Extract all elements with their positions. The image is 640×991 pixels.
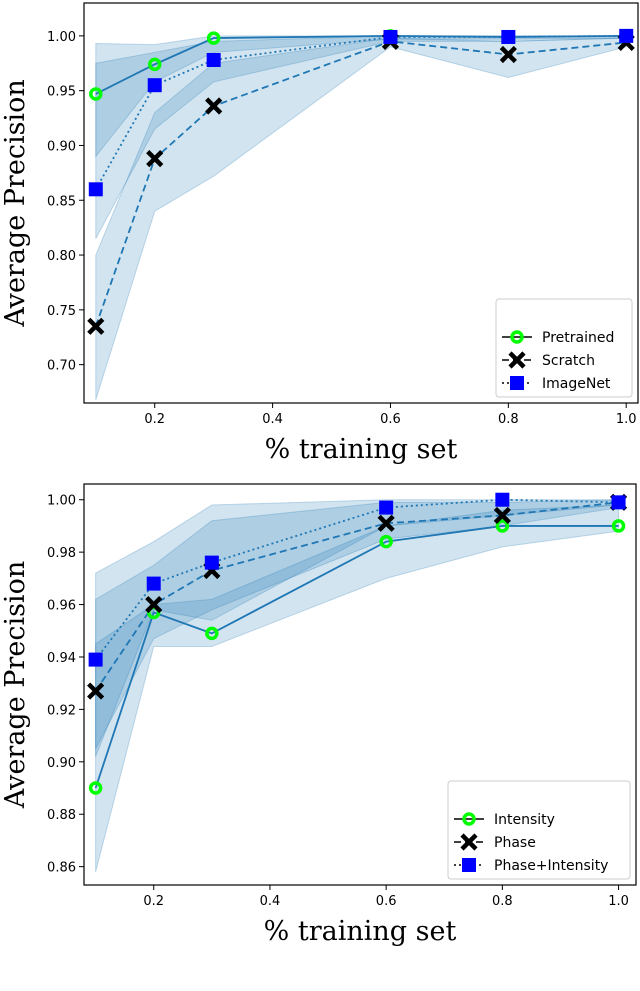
data-point-imagenet xyxy=(501,29,516,44)
y-axis-label: Average Precision xyxy=(0,561,31,809)
legend-label: ImageNet xyxy=(542,376,611,392)
legend-marker-square xyxy=(510,376,524,390)
legend-label: Scratch xyxy=(542,353,595,369)
data-point-imagenet xyxy=(619,28,634,43)
y-tick-label: 1.00 xyxy=(47,494,76,509)
axes-frame xyxy=(83,483,637,886)
data-point-scratch xyxy=(146,150,164,168)
data-point-imagenet xyxy=(147,78,162,93)
data-point-phase xyxy=(493,506,511,525)
legend-label: Phase xyxy=(494,835,536,851)
data-point-intensity xyxy=(495,519,510,533)
series-line-phase xyxy=(94,501,619,692)
y-tick-label: 0.98 xyxy=(47,546,76,561)
series-line-phase-intensity xyxy=(94,498,619,661)
y-tick-label: 0.86 xyxy=(47,861,76,876)
y-tick-label: 0.90 xyxy=(47,139,76,154)
data-point-imagenet xyxy=(206,52,221,67)
legend-frame xyxy=(447,780,631,880)
legend-frame xyxy=(495,298,633,398)
data-point-pretrained xyxy=(147,57,162,72)
y-tick-label: 0.94 xyxy=(47,651,76,666)
x-tick-label: 0.8 xyxy=(492,894,513,909)
legend-marker-circle xyxy=(462,812,476,826)
legend-marker-x xyxy=(508,351,526,369)
series-line-pretrained xyxy=(95,34,627,95)
legend-marker-x xyxy=(460,833,478,851)
legend-marker-square xyxy=(462,858,476,872)
data-point-imagenet xyxy=(88,182,103,197)
legend-label: Pretrained xyxy=(542,330,614,346)
data-point-phase-intensity xyxy=(88,652,103,667)
data-point-intensity xyxy=(205,626,219,641)
data-point-phase-intensity xyxy=(611,495,626,510)
y-tick-label: 1.00 xyxy=(47,30,76,45)
legend-label: Phase+Intensity xyxy=(494,858,608,874)
data-point-phase-intensity xyxy=(146,576,161,591)
data-point-imagenet xyxy=(383,29,398,44)
y-tick-label: 0.85 xyxy=(47,194,76,209)
y-tick-label: 0.96 xyxy=(47,599,76,614)
data-point-pretrained xyxy=(206,31,221,45)
data-point-scratch xyxy=(499,45,517,64)
legend-label: Intensity xyxy=(494,812,555,828)
data-point-phase xyxy=(145,595,163,614)
data-point-phase xyxy=(377,514,395,532)
data-point-phase-intensity xyxy=(379,500,394,515)
y-tick-label: 0.90 xyxy=(47,756,76,771)
legend: Intensity Phase Phase+Intensity xyxy=(447,780,631,880)
y-tick-label: 0.92 xyxy=(47,703,76,718)
series-line-scratch xyxy=(94,40,627,327)
chart-panel-2: 0.2 0.4 0.6 0.8 1.0 0.86 0.88 0.90 0.92 0.94 0.96 0… xyxy=(0,483,637,947)
data-point-intensity xyxy=(88,781,103,795)
x-tick-label: 0.4 xyxy=(260,894,281,909)
data-point-phase-intensity xyxy=(204,555,219,570)
x-tick-label: 0.2 xyxy=(144,412,165,427)
data-point-pretrained xyxy=(89,87,103,101)
x-tick-label: 0.8 xyxy=(498,412,519,427)
data-point-intensity xyxy=(611,519,626,533)
x-tick-label: 0.2 xyxy=(143,894,164,909)
series-line-intensity xyxy=(94,525,619,789)
x-tick-label: 0.6 xyxy=(380,412,401,427)
x-tick-label: 0.4 xyxy=(262,412,283,427)
x-tick-label: 0.6 xyxy=(376,894,397,909)
x-tick-label: 1.0 xyxy=(616,412,637,427)
y-tick-label: 0.88 xyxy=(47,808,76,823)
x-axis-label: % training set xyxy=(265,434,458,465)
axes-frame xyxy=(83,2,639,404)
legend-marker-circle xyxy=(510,330,524,344)
x-tick-label: 1.0 xyxy=(608,894,629,909)
data-point-phase xyxy=(87,682,105,700)
y-axis-label: Average Precision xyxy=(0,79,31,327)
data-point-scratch xyxy=(87,317,105,335)
legend: Pretrained Scratch ImageNet xyxy=(495,298,633,398)
y-tick-label: 0.95 xyxy=(47,85,76,100)
data-point-scratch xyxy=(205,97,223,115)
y-tick-label: 0.75 xyxy=(47,304,76,319)
data-point-intensity xyxy=(379,534,393,549)
y-tick-label: 0.80 xyxy=(47,249,76,264)
x-axis-label: % training set xyxy=(264,916,457,947)
chart-panel-1: 0.2 0.4 0.6 0.8 1.0 0.70 0.75 0.80 0.85 0.90 0.95 1… xyxy=(0,2,639,465)
y-tick-label: 0.70 xyxy=(47,359,76,374)
data-point-phase-intensity xyxy=(495,492,510,507)
